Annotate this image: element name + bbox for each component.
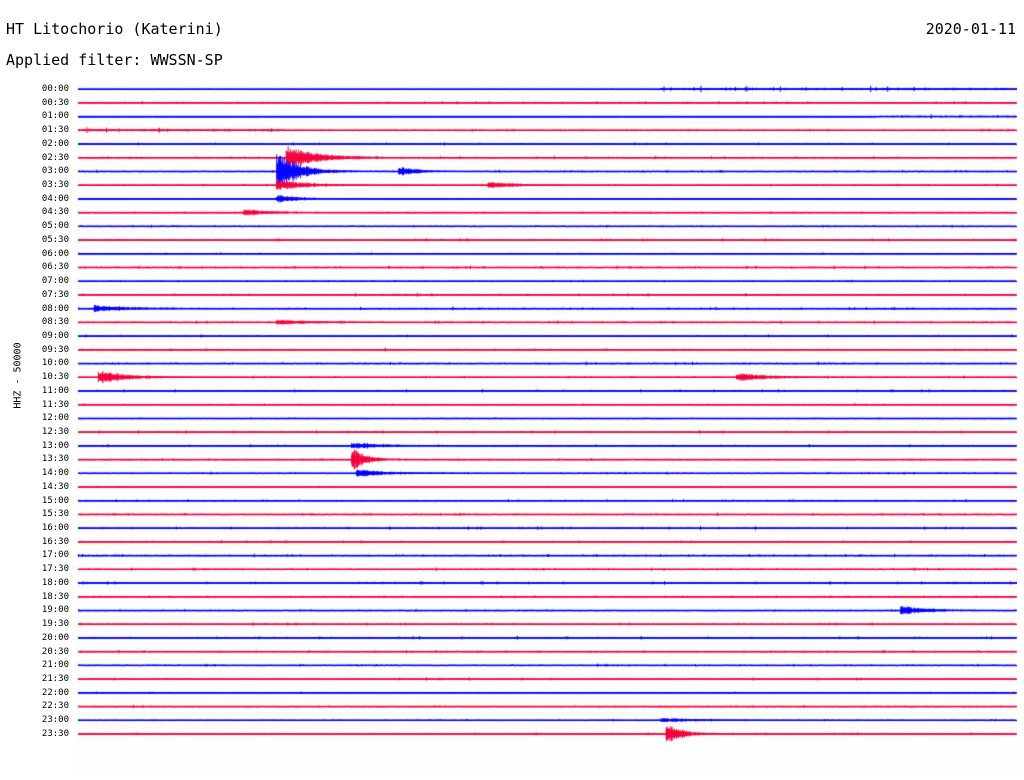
time-tick-0900: 09:00	[41, 330, 69, 341]
time-tick-0030: 00:30	[41, 97, 69, 108]
time-tick-2130: 21:30	[41, 673, 69, 684]
time-tick-1830: 18:30	[41, 591, 69, 602]
time-tick-1500: 15:00	[41, 495, 69, 506]
time-tick-2330: 23:30	[41, 728, 69, 739]
time-tick-2000: 20:00	[41, 632, 69, 643]
time-tick-0130: 01:30	[41, 125, 69, 136]
trace-canvas	[77, 82, 1017, 776]
time-tick-1400: 14:00	[41, 468, 69, 479]
time-tick-0100: 01:00	[41, 111, 69, 122]
time-tick-1200: 12:00	[41, 413, 69, 424]
time-tick-1700: 17:00	[41, 550, 69, 561]
time-tick-0730: 07:30	[41, 289, 69, 300]
time-tick-0600: 06:00	[41, 248, 69, 259]
page-title: HT Litochorio (Katerini)	[6, 20, 223, 38]
time-tick-1600: 16:00	[41, 523, 69, 534]
seismogram-plot	[77, 82, 1017, 776]
time-tick-0400: 04:00	[41, 193, 69, 204]
time-tick-0830: 08:30	[41, 317, 69, 328]
time-tick-0500: 05:00	[41, 221, 69, 232]
time-tick-1230: 12:30	[41, 427, 69, 437]
time-tick-1030: 10:30	[41, 372, 69, 383]
time-tick-0330: 03:30	[41, 180, 69, 191]
time-axis-ticks: 00:00 00:30 01:00 01:30 02:00 02:30 03:00 03:30…	[0, 82, 74, 776]
time-tick-2200: 22:00	[41, 687, 69, 698]
record-date: 2020-01-11	[925, 20, 1016, 38]
time-tick-1730: 17:30	[41, 564, 69, 575]
time-tick-0930: 09:30	[41, 344, 69, 355]
time-tick-2100: 21:00	[41, 660, 69, 671]
time-tick-0800: 08:00	[41, 303, 69, 314]
time-tick-2230: 22:30	[41, 701, 69, 712]
time-tick-1930: 19:30	[41, 619, 69, 630]
time-tick-1630: 16:30	[41, 536, 69, 547]
applied-filter-label: Applied filter: WWSSN-SP	[6, 51, 223, 69]
time-tick-2300: 23:00	[41, 715, 69, 726]
time-tick-0300: 03:00	[41, 166, 69, 177]
time-tick-0430: 04:30	[41, 207, 69, 218]
time-tick-1430: 14:30	[41, 481, 69, 492]
time-tick-1800: 18:00	[41, 577, 69, 588]
time-tick-1330: 13:30	[41, 454, 69, 465]
time-tick-0630: 06:30	[41, 262, 69, 273]
time-tick-1530: 15:30	[41, 509, 69, 520]
time-tick-1000: 10:00	[41, 358, 69, 369]
time-tick-0700: 07:00	[41, 276, 69, 287]
time-tick-0000: 00:00	[41, 84, 69, 94]
time-tick-0530: 05:30	[41, 234, 69, 245]
time-tick-2030: 20:30	[41, 646, 69, 657]
time-tick-1100: 11:00	[41, 385, 69, 396]
time-tick-1300: 13:00	[41, 440, 69, 451]
time-tick-1900: 19:00	[41, 605, 69, 616]
time-tick-0200: 02:00	[41, 138, 69, 149]
time-tick-1130: 11:30	[41, 399, 69, 410]
time-tick-0230: 02:30	[41, 152, 69, 163]
